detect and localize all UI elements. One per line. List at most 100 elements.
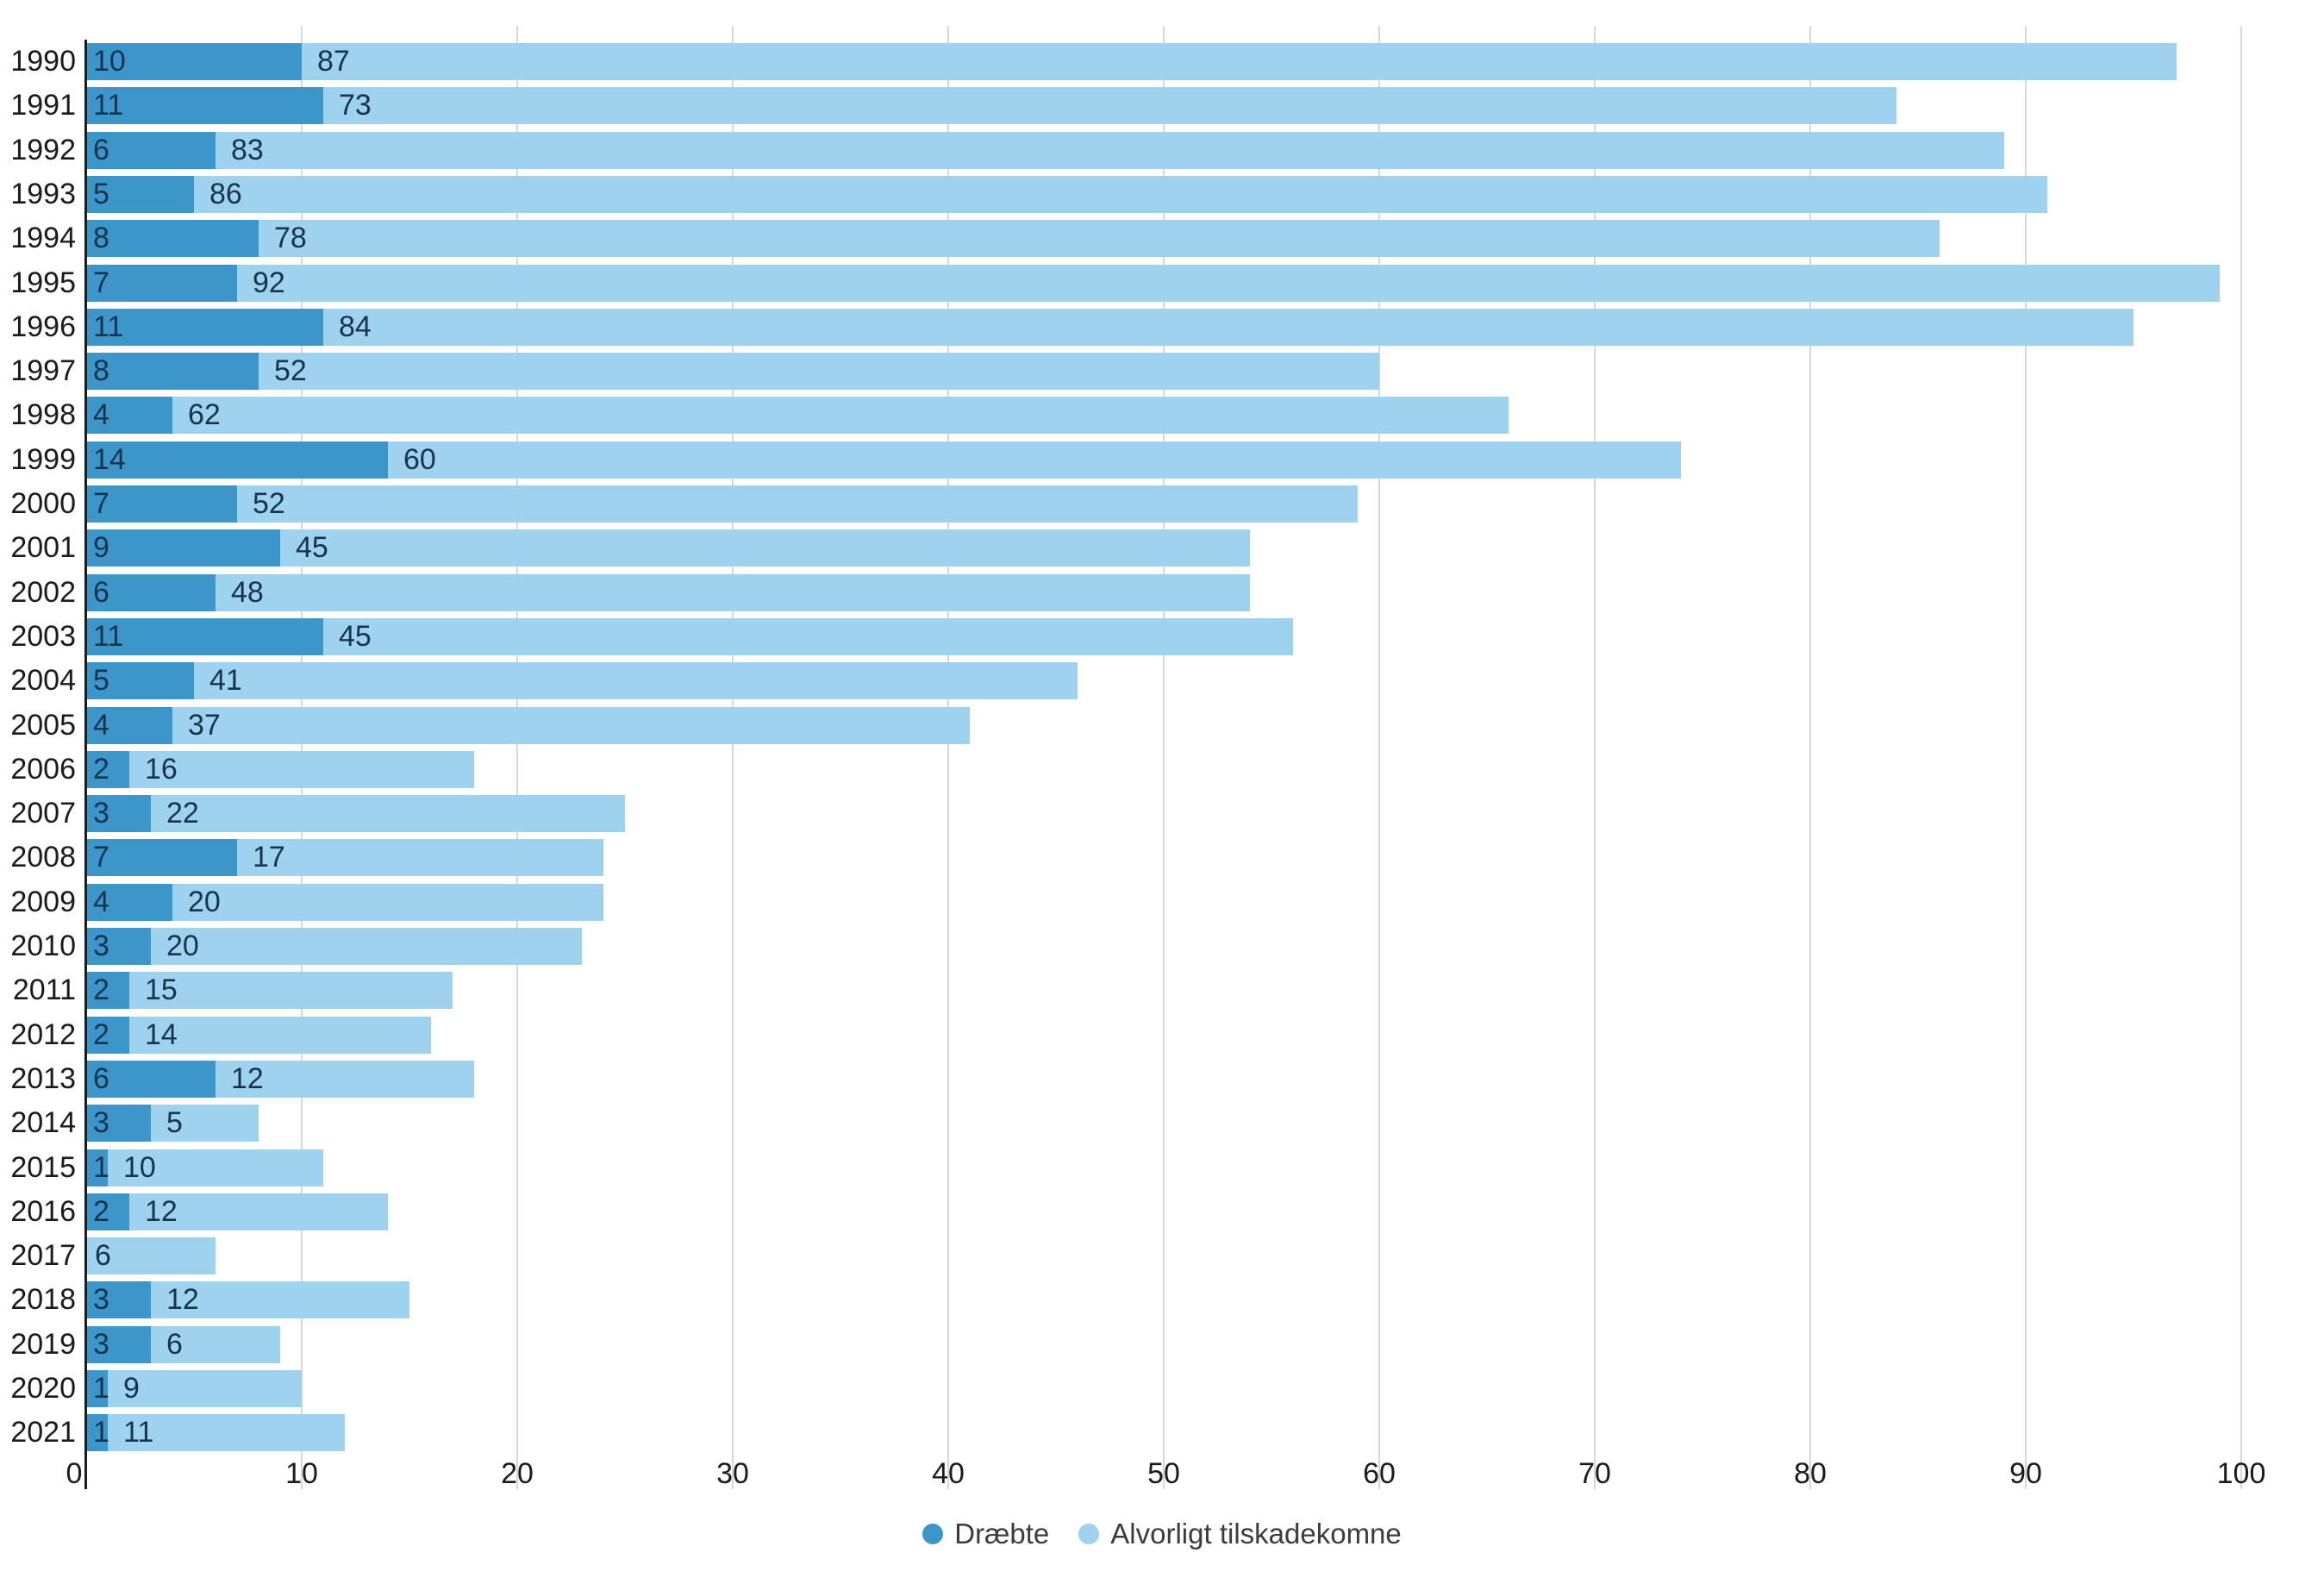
- value-label-alvorligt: 73: [339, 89, 372, 122]
- bar-alvorligt-segment: [151, 1281, 409, 1318]
- bar-alvorligt-segment: [259, 353, 1379, 390]
- bar-drabte-segment: [86, 662, 194, 699]
- bar-drabte-segment: [86, 751, 129, 788]
- value-label-drabte: 5: [93, 178, 109, 210]
- bar-alvorligt-segment: [323, 309, 2133, 346]
- bar-drabte-segment: [86, 485, 237, 523]
- gridline: [1378, 26, 1380, 1489]
- chart-legend: Dræbte Alvorligt tilskadekomne: [0, 1518, 2324, 1550]
- bar-alvorligt-segment: [108, 1370, 302, 1407]
- bar-drabte-segment: [86, 972, 129, 1009]
- year-label: 2020: [10, 1372, 76, 1405]
- year-label: 2007: [10, 797, 76, 830]
- x-tick-label: 0: [66, 1457, 83, 1490]
- year-label: 1991: [10, 89, 76, 122]
- value-label-drabte: 4: [93, 886, 109, 918]
- legend-label-alvorligt: Alvorligt tilskadekomne: [1110, 1518, 1402, 1550]
- value-label-drabte: 10: [93, 45, 126, 78]
- value-label-drabte: 8: [93, 354, 109, 387]
- bar-alvorligt-segment: [216, 574, 1250, 611]
- bar-alvorligt-segment: [86, 1237, 216, 1274]
- year-label: 2013: [10, 1062, 76, 1095]
- year-label: 1997: [10, 354, 76, 387]
- value-label-drabte: 11: [93, 89, 124, 122]
- bar-alvorligt-segment: [151, 928, 582, 965]
- year-label: 2017: [10, 1239, 76, 1272]
- value-label-drabte: 14: [93, 443, 126, 476]
- bar-alvorligt-segment: [237, 265, 2220, 302]
- value-label-drabte: 7: [93, 266, 109, 299]
- legend-dot-alvorligt-icon: [1078, 1524, 1100, 1544]
- year-label: 2009: [10, 886, 76, 918]
- value-label-alvorligt: 9: [123, 1372, 140, 1405]
- value-label-alvorligt: 48: [231, 576, 264, 609]
- year-label: 2019: [10, 1328, 76, 1361]
- bar-alvorligt-segment: [172, 884, 603, 921]
- value-label-alvorligt: 86: [209, 178, 242, 210]
- value-label-drabte: 6: [93, 134, 109, 166]
- year-label: 2005: [10, 709, 76, 742]
- value-label-drabte: 6: [93, 576, 109, 609]
- bar-drabte-segment: [86, 1414, 108, 1451]
- bar-drabte-segment: [86, 839, 237, 876]
- year-label: 1995: [10, 266, 76, 299]
- value-label-drabte: 3: [93, 1283, 109, 1316]
- bar-alvorligt-segment: [108, 1149, 323, 1186]
- x-tick-label: 100: [2216, 1457, 2266, 1490]
- year-label: 2014: [10, 1106, 76, 1139]
- value-label-alvorligt: 22: [166, 797, 199, 830]
- gridline: [1594, 26, 1596, 1489]
- gridline: [516, 26, 518, 1489]
- year-label: 2002: [10, 576, 76, 609]
- year-label: 2010: [10, 930, 76, 962]
- bar-drabte-segment: [86, 1061, 216, 1098]
- bar-drabte-segment: [86, 618, 323, 655]
- year-label: 2004: [10, 664, 76, 697]
- bar-alvorligt-segment: [216, 132, 2004, 169]
- x-tick-label: 40: [932, 1457, 965, 1490]
- value-label-drabte: 7: [93, 487, 109, 520]
- bar-alvorligt-segment: [129, 1017, 431, 1054]
- value-label-alvorligt: 45: [339, 620, 372, 653]
- value-label-drabte: 3: [93, 1328, 109, 1361]
- x-tick-label: 20: [501, 1457, 534, 1490]
- value-label-alvorligt: 52: [274, 354, 307, 387]
- value-label-alvorligt: 14: [145, 1018, 178, 1051]
- year-label: 2003: [10, 620, 76, 653]
- bar-drabte-segment: [86, 574, 216, 611]
- bar-drabte-segment: [86, 1193, 129, 1230]
- bar-alvorligt-segment: [151, 1326, 280, 1363]
- bar-drabte-segment: [86, 1105, 151, 1142]
- value-label-alvorligt: 78: [274, 222, 307, 254]
- value-label-drabte: 2: [93, 753, 109, 786]
- bar-drabte-segment: [86, 1326, 151, 1363]
- bar-alvorligt-segment: [259, 220, 1940, 257]
- bar-drabte-segment: [86, 795, 151, 832]
- value-label-drabte: 1: [93, 1372, 109, 1405]
- value-label-alvorligt: 84: [339, 310, 372, 343]
- bar-drabte-segment: [86, 441, 388, 479]
- year-label: 2021: [10, 1416, 76, 1449]
- bar-alvorligt-segment: [216, 1061, 474, 1098]
- value-label-drabte: 1: [93, 1416, 109, 1449]
- bar-drabte-segment: [86, 1149, 108, 1186]
- value-label-drabte: 7: [93, 841, 109, 873]
- legend-item-drabte: Dræbte: [922, 1518, 1049, 1550]
- gridline: [1809, 26, 1811, 1489]
- year-label: 2006: [10, 753, 76, 786]
- year-label: 1994: [10, 222, 76, 254]
- bar-alvorligt-segment: [129, 972, 453, 1009]
- bar-alvorligt-segment: [388, 441, 1681, 479]
- bar-alvorligt-segment: [323, 87, 1896, 124]
- value-label-drabte: 1: [93, 1151, 109, 1184]
- year-label: 2018: [10, 1283, 76, 1316]
- bar-alvorligt-segment: [172, 397, 1509, 434]
- gridline: [947, 26, 949, 1489]
- x-tick-label: 30: [716, 1457, 749, 1490]
- bar-alvorligt-segment: [129, 1193, 388, 1230]
- value-label-alvorligt: 83: [231, 134, 264, 166]
- value-label-drabte: 4: [93, 709, 109, 742]
- value-label-alvorligt: 10: [123, 1151, 156, 1184]
- value-label-drabte: 9: [93, 531, 109, 564]
